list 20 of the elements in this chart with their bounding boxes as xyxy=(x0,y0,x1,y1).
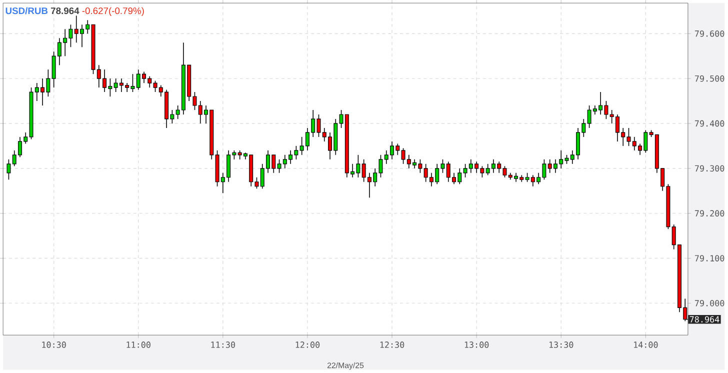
y-tick-label: 79.500 xyxy=(694,75,724,82)
y-tick-label: 79.200 xyxy=(694,210,724,217)
x-tick-label: 14:00 xyxy=(634,342,658,348)
chart-subtitle: 78.964 xyxy=(51,7,80,14)
y-tick-label: 79.100 xyxy=(694,255,724,262)
x-tick-label: 13:30 xyxy=(549,342,574,348)
y-tick-label: 79.000 xyxy=(694,300,724,306)
x-tick-label: 10:30 xyxy=(42,342,66,348)
x-tick-label: 13:00 xyxy=(464,342,489,348)
y-tick-label: 79.400 xyxy=(694,120,724,127)
x-tick-label: 12:30 xyxy=(380,342,404,348)
candlestick xyxy=(6,159,11,180)
chart-title: USD/RUB xyxy=(6,7,48,14)
y-tick-label: 79.600 xyxy=(694,30,724,37)
annotation: 78.964 xyxy=(690,316,720,323)
x-tick-label: 11:00 xyxy=(126,342,150,348)
x-tick-label: 11:30 xyxy=(211,342,235,348)
y-tick-label: 79.300 xyxy=(694,165,724,172)
x-tick-label: 12:00 xyxy=(296,342,320,348)
annotation: -0.627(-0.79%) xyxy=(82,7,144,16)
